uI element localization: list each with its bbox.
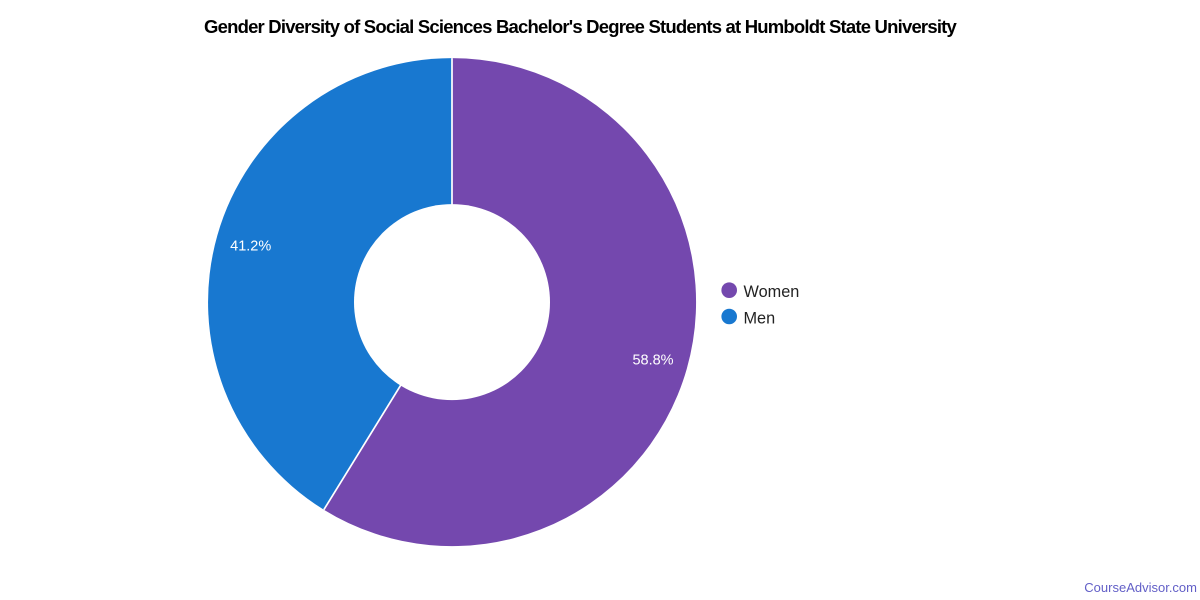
svg-text:Men: Men	[744, 309, 776, 327]
svg-text:58.8%: 58.8%	[632, 353, 673, 369]
svg-text:Women: Women	[744, 283, 800, 301]
svg-text:41.2%: 41.2%	[230, 239, 271, 255]
